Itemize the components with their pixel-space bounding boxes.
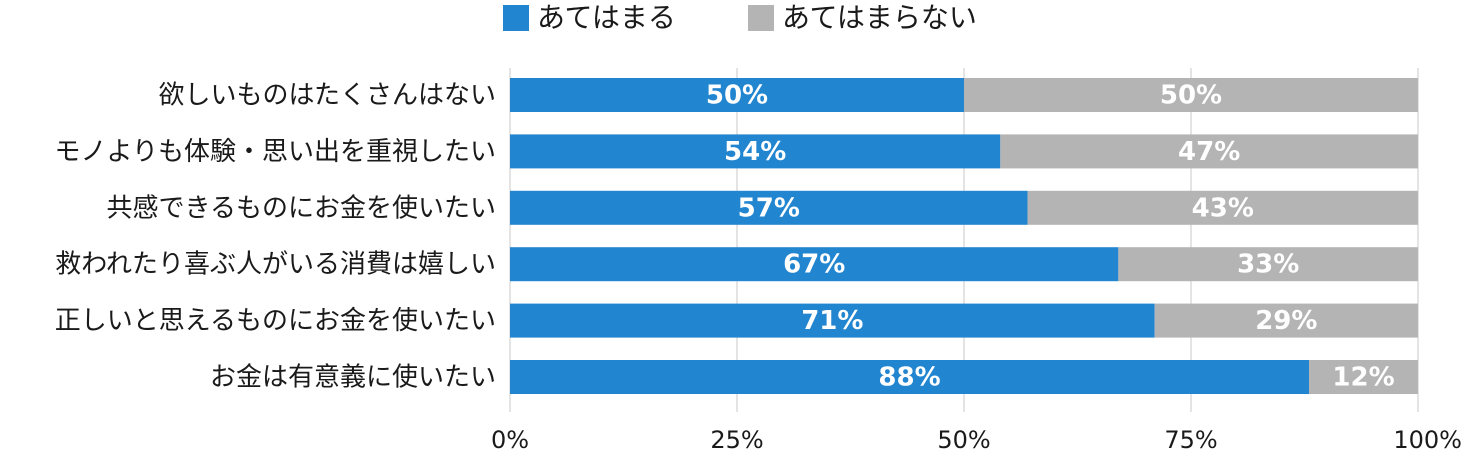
category-labels: 欲しいものはたくさんはないモノよりも体験・思い出を重視したい共感できるものにお金… (55, 81, 496, 393)
bar-disagree-5 (1309, 360, 1418, 394)
bar-disagree-4 (1154, 303, 1418, 338)
bar-disagree-1 (1000, 134, 1418, 169)
data-label-disagree-0: 50% (1160, 81, 1222, 111)
x-tick-label-3: 75% (1164, 426, 1217, 452)
category-label-2: 共感できるものにお金を使いたい (107, 193, 496, 223)
data-label-disagree-1: 47% (1178, 137, 1240, 167)
legend-swatch-1 (748, 5, 774, 31)
data-label-agree-5: 88% (878, 363, 940, 393)
bar-disagree-0 (964, 78, 1418, 112)
x-axis-ticks: 0% 25% 50% 75% 100% (491, 426, 1462, 452)
category-label-1: モノよりも体験・思い出を重視したい (55, 137, 496, 167)
legend-label-1: あてはまらない (782, 1, 977, 34)
category-label-3: 救われたり喜ぶ人がいる消費は嬉しい (55, 250, 496, 280)
data-label-disagree-3: 33% (1237, 250, 1299, 280)
data-label-disagree-4: 29% (1255, 306, 1317, 336)
x-tick-label-4: 100% (1393, 426, 1462, 452)
x-tick-label-2: 50% (937, 426, 990, 452)
gridlines (509, 68, 1419, 412)
data-label-agree-3: 67% (783, 250, 845, 280)
data-label-disagree-5: 12% (1332, 363, 1394, 393)
x-tick-label-1: 25% (710, 426, 763, 452)
data-label-agree-0: 50% (706, 81, 768, 111)
legend-swatch-0 (503, 5, 529, 31)
category-label-5: お金は有意義に使いたい (210, 363, 496, 393)
bar-agree-1 (510, 134, 1001, 169)
category-label-4: 正しいと思えるものにお金を使いたい (55, 306, 496, 336)
bar-agree-0 (510, 78, 964, 112)
bar-agree-3 (510, 247, 1119, 282)
data-label-agree-1: 54% (724, 137, 786, 167)
bar-agree-5 (510, 360, 1310, 394)
bar-agree-4 (510, 303, 1155, 338)
data-label-agree-2: 57% (738, 193, 800, 223)
bar-agree-2 (510, 190, 1028, 225)
bar-disagree-3 (1118, 247, 1418, 282)
data-label-disagree-2: 43% (1192, 193, 1254, 223)
legend-label-0: あてはまる (537, 1, 676, 34)
bars: 50% 50% 54% 47% 57% 43% 67% 33% 71% 29% 88% 12% (510, 78, 1418, 394)
legend: あてはまる あてはまらない (503, 1, 977, 34)
data-label-agree-4: 71% (801, 306, 863, 336)
category-label-0: 欲しいものはたくさんはない (159, 81, 496, 111)
bar-disagree-2 (1027, 190, 1418, 225)
x-tick-label-0: 0% (491, 426, 529, 452)
